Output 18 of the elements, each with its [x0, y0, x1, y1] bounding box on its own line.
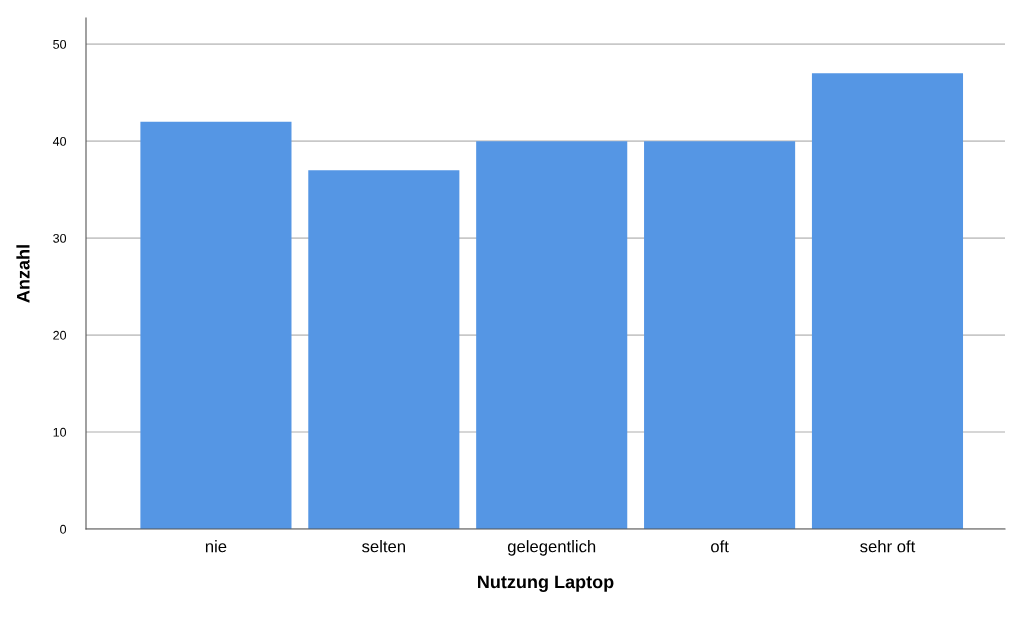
y-tick-label: 30 [53, 233, 67, 243]
bar [308, 170, 460, 529]
x-axis-title: Nutzung Laptop [478, 575, 614, 592]
y-tick-label: 0 [60, 524, 67, 534]
y-tick-label: 10 [53, 427, 67, 437]
x-tick-label: nie [205, 540, 227, 553]
y-tick-label: 50 [53, 39, 67, 49]
bar [644, 141, 796, 529]
x-tick-label: selten [362, 540, 405, 553]
x-tick-label: sehr oft [860, 540, 916, 553]
x-tick-label: gelegentlich [507, 540, 596, 556]
y-tick-label: 20 [53, 330, 67, 340]
bar [476, 141, 628, 529]
bar [811, 73, 964, 529]
y-axis-title: Anzahl [16, 245, 30, 303]
y-tick-label: 40 [52, 136, 67, 146]
bar [140, 121, 292, 529]
x-tick-label: oft [711, 540, 729, 553]
